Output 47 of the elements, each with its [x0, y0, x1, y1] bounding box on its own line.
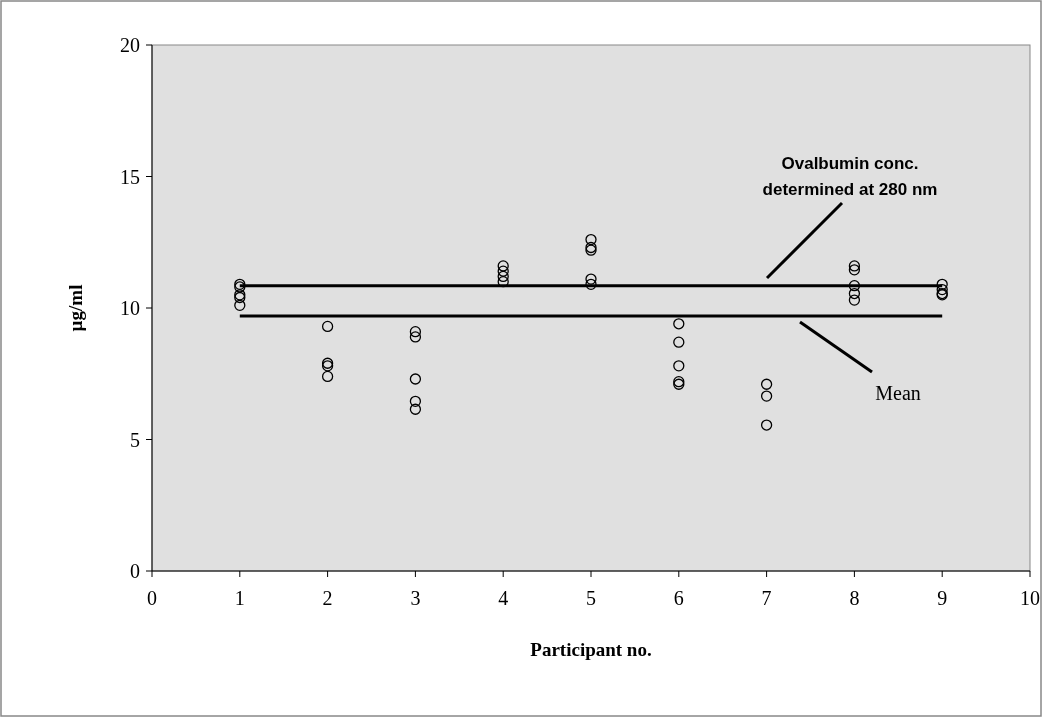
point: [585, 278, 597, 290]
x-tick-label: 4: [498, 587, 509, 609]
point: [936, 283, 948, 296]
point: [321, 320, 334, 333]
point: [234, 299, 246, 312]
point: [409, 395, 422, 408]
y-tick-label: 15: [120, 165, 140, 188]
y-tick-label: 0: [130, 560, 140, 582]
x-axis-title: Participant no.: [530, 639, 652, 660]
y-tick-label: 5: [130, 428, 140, 451]
point: [585, 273, 597, 285]
point: [497, 270, 509, 283]
point: [848, 280, 861, 292]
point: [760, 378, 773, 390]
x-tick-label: 10: [1020, 587, 1040, 609]
point: [409, 373, 422, 385]
point: [409, 331, 422, 343]
y-tick-label: 20: [120, 34, 140, 56]
x-tick-label: 7: [761, 587, 772, 609]
x-tick-label: 5: [586, 587, 596, 609]
point: [497, 260, 509, 272]
x-tick-label: 8: [849, 587, 860, 609]
point: [673, 360, 685, 372]
point: [848, 260, 861, 272]
annotation: Ovalbumin conc. determined at 280 nm: [762, 154, 938, 199]
point: [848, 287, 861, 300]
point: [760, 390, 773, 402]
point: [848, 294, 861, 306]
y-tick-label: 10: [120, 297, 140, 319]
x-tick-label: 6: [673, 587, 684, 609]
x-tick-label: 3: [410, 587, 421, 609]
point: [936, 278, 948, 290]
point: [321, 370, 334, 383]
point: [409, 403, 422, 415]
annotation: Mean: [875, 382, 921, 404]
point: [673, 336, 685, 348]
x-tick-label: 9: [937, 587, 948, 609]
point: [848, 264, 861, 276]
x-tick-label: 0: [147, 587, 157, 609]
x-tick-label: 1: [234, 587, 245, 609]
point: [409, 326, 422, 338]
point: [673, 318, 685, 330]
point: [585, 233, 597, 246]
y-axis-title: µg/ml: [65, 284, 86, 332]
point: [760, 419, 773, 431]
x-tick-label: 2: [322, 587, 333, 609]
point: [497, 265, 509, 277]
